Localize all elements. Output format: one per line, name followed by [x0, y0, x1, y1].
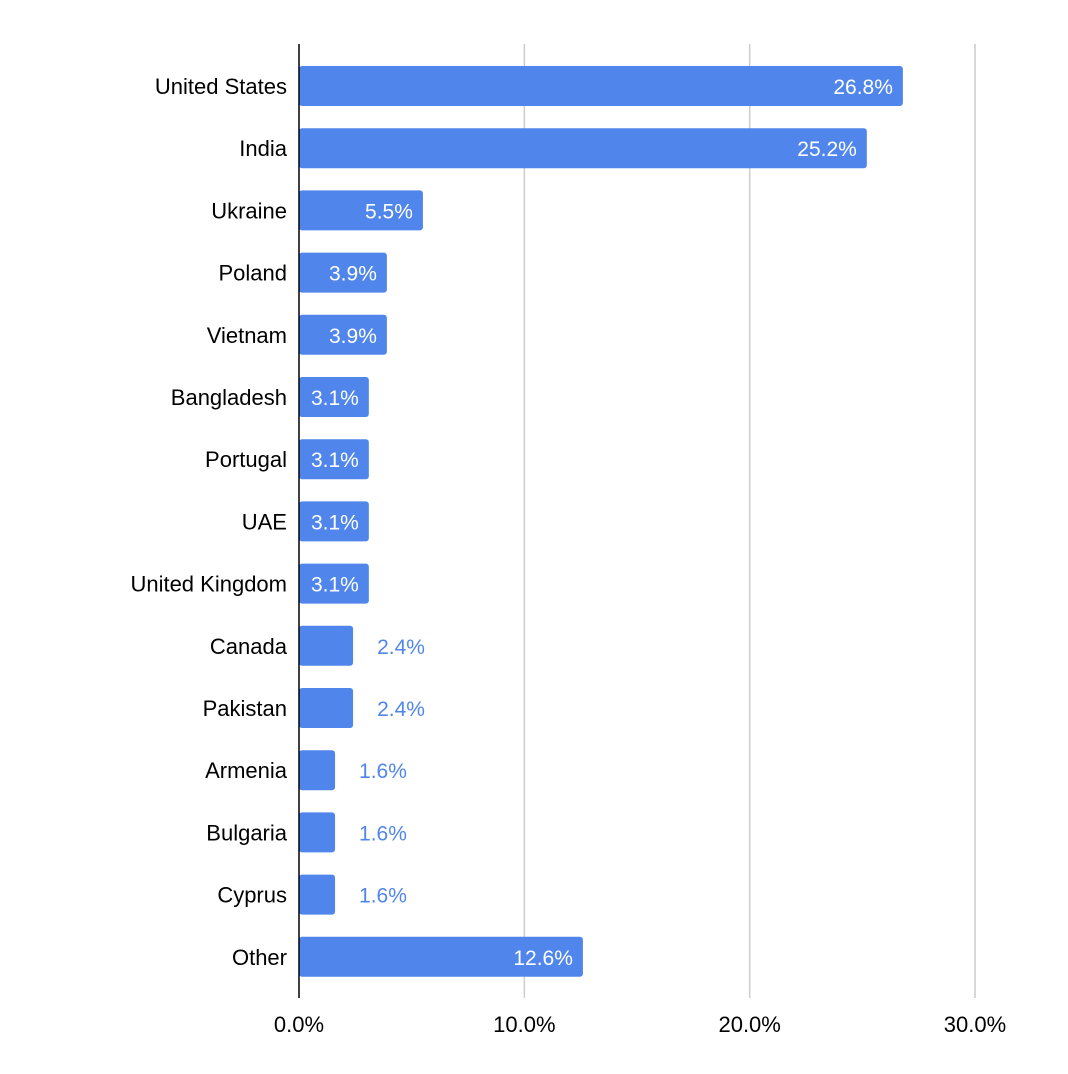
data-label: 3.9%: [329, 263, 377, 286]
category-label: United Kingdom: [130, 572, 287, 597]
category-label: Cyprus: [217, 883, 287, 908]
category-label: Bulgaria: [206, 820, 287, 845]
bar: [299, 812, 336, 853]
data-label: 2.4%: [377, 636, 425, 659]
category-label: UAE: [242, 509, 287, 534]
bar: [299, 314, 387, 355]
data-label: 2.4%: [377, 698, 425, 721]
bar: [299, 190, 423, 231]
category-label: India: [239, 136, 287, 161]
bars: [299, 66, 903, 977]
category-label: Pakistan: [203, 696, 287, 721]
category-label: Poland: [218, 261, 287, 286]
bar: [299, 128, 867, 169]
data-label: 26.8%: [833, 76, 893, 99]
data-label: 12.6%: [513, 947, 573, 970]
category-label: Ukraine: [211, 198, 287, 223]
bar: [299, 252, 387, 293]
data-label: 25.2%: [797, 138, 857, 161]
category-label: United States: [155, 74, 287, 99]
data-label: 1.6%: [359, 885, 407, 908]
labels: 0.0% 10.0% 20.0% 30.0% United States 26.8% Ind…: [130, 74, 1006, 1037]
x-tick-label: 20.0%: [718, 1012, 780, 1037]
gridlines: [523, 44, 976, 998]
category-label: Other: [232, 945, 287, 970]
data-label: 3.1%: [311, 449, 359, 472]
bar: [299, 563, 369, 604]
x-tick-label: 10.0%: [493, 1012, 555, 1037]
bar: [299, 501, 369, 542]
category-label: Bangladesh: [171, 385, 287, 410]
bar: [299, 66, 903, 106]
bar: [299, 625, 354, 666]
data-label: 1.6%: [359, 822, 407, 845]
bar: [299, 377, 369, 417]
x-tick-label: 30.0%: [944, 1012, 1006, 1037]
bar: [299, 936, 583, 977]
data-label: 3.1%: [311, 387, 359, 410]
data-label: 3.9%: [329, 325, 377, 348]
bar: [299, 688, 354, 728]
category-label: Vietnam: [207, 323, 287, 348]
category-label: Canada: [210, 634, 288, 659]
x-tick-label: 0.0%: [274, 1012, 324, 1037]
data-label: 5.5%: [365, 200, 413, 223]
data-label: 3.1%: [311, 511, 359, 534]
bar: [299, 874, 336, 915]
data-label: 1.6%: [359, 760, 407, 783]
category-label: Portugal: [205, 447, 287, 472]
category-label: Armenia: [205, 758, 288, 783]
bar: [299, 750, 336, 791]
bar: [299, 439, 369, 480]
data-label: 3.1%: [311, 574, 359, 597]
